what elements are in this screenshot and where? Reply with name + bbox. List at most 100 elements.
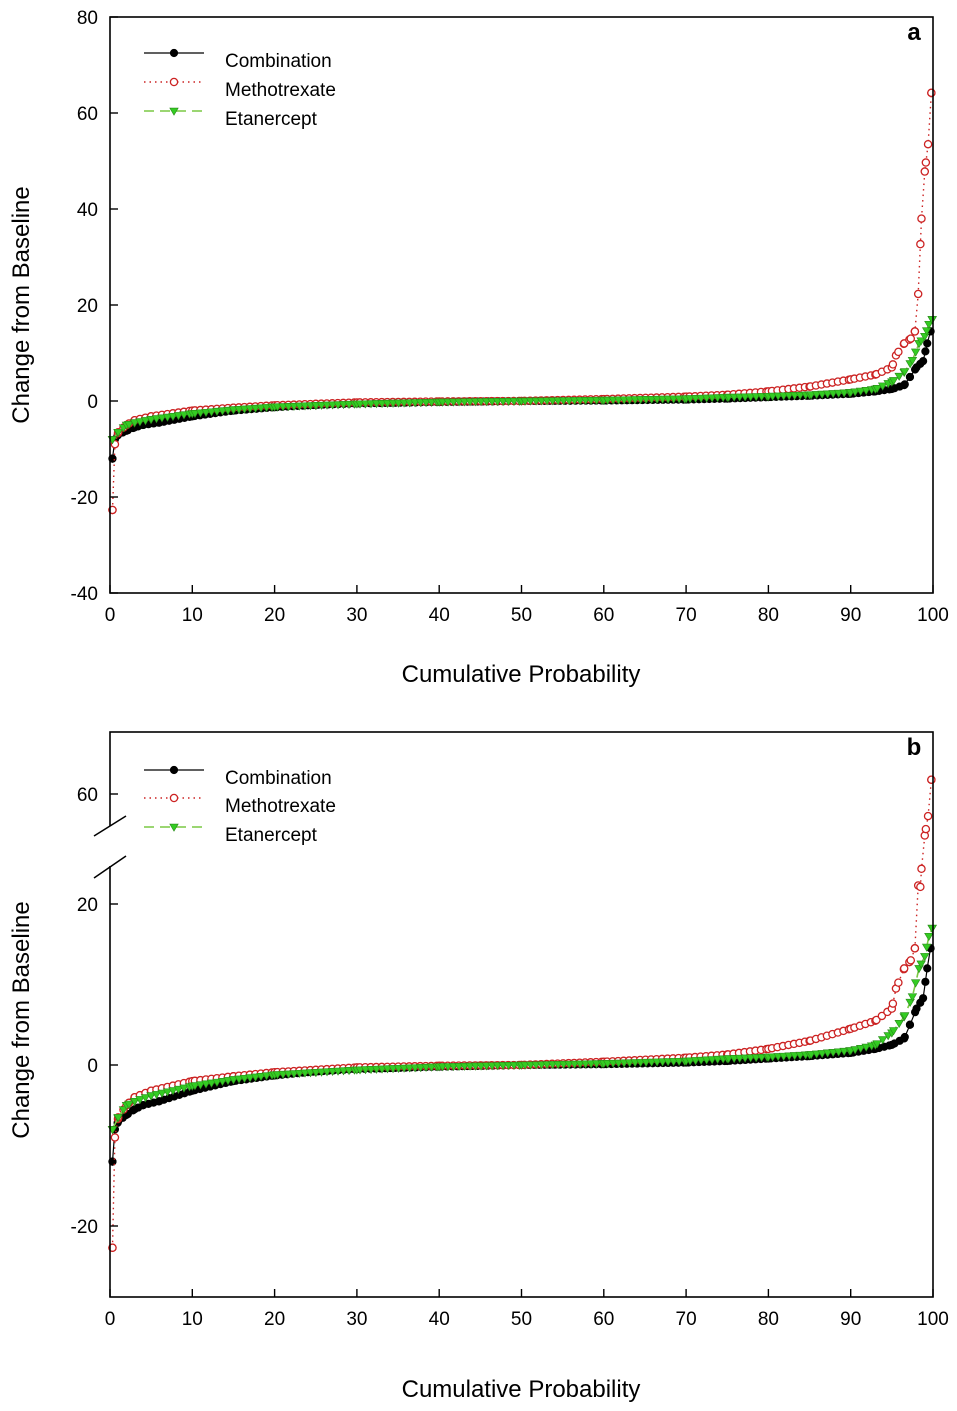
panel-a-y-tick-label: 40 [77,200,98,221]
panel-a-etanercept-line [111,318,933,440]
panel-b-etanercept-point [382,1065,393,1074]
panel-a-etanercept-point [206,408,217,417]
panel-b-legend: Combination Methotrexate Etanercept [144,765,336,846]
panel-b-etanercept-point [157,1089,167,1098]
panel-a-x-tick-label: 50 [511,605,532,626]
panel-a-legend-label-combination: Combination [225,51,332,72]
panel-b-methotrexate-point [923,811,933,821]
panel-b-etanercept-point [839,1047,849,1056]
panel-a-etanercept-point [767,392,778,401]
panel-a-legend-marker-methotrexate [169,77,179,87]
panel-b-etanercept-point [850,1046,860,1055]
panel-b-x-tick-label: 70 [676,1309,697,1330]
panel-b-etanercept-point [300,1069,310,1078]
panel-b-etanercept-point [272,1071,283,1080]
panel-a-y-tick-label: 80 [77,8,98,29]
panel-b-etanercept-point [289,1070,299,1079]
panel-b-etanercept-point [113,1114,123,1123]
panel-a-etanercept-point [822,390,833,399]
panel-a-x-tick-label: 10 [182,605,203,626]
panel-b-etanercept-point [173,1085,184,1094]
panel-a-etanercept-point [877,382,888,391]
panel-a-etanercept-point [789,392,800,401]
panel-a-x-tick-label: 70 [676,605,697,626]
panel-b-etanercept-point [899,1012,910,1021]
panel-a-etanercept-point [701,394,712,403]
panel-b-etanercept-point [756,1053,767,1063]
panel-b-axis-break [93,815,127,879]
panel-b-methotrexate-point [916,882,925,892]
panel-b-etanercept-point [179,1084,189,1093]
panel-a-methotrexate-point [927,88,936,98]
panel-b-methotrexate-point [110,1133,120,1142]
panel-a-etanercept-point [223,406,233,415]
panel-b-etanercept-point [855,1045,866,1054]
panel-b-x-tick-label: 50 [511,1309,532,1330]
panel-a-etanercept-point [833,389,844,398]
panel-b-methotrexate-point [906,956,916,965]
panel-a-x-tick-label: 40 [429,605,450,626]
panel-a-y-axis-title: Change from Baseline [8,186,35,423]
panel-a-etanercept-point [261,404,272,413]
panel-a-y-tick-label: -20 [71,488,98,509]
panel-b-etanercept-point [685,1057,695,1066]
panel-b-etanercept-point [701,1056,712,1065]
panel-a-etanercept-point [256,404,266,413]
panel-b-etanercept-point [426,1063,437,1072]
panel-a-etanercept-point [173,412,184,421]
panel-b-etanercept-point [135,1096,145,1105]
panel-a-methotrexate-point [913,289,923,299]
panel-b-etanercept-point [311,1068,321,1078]
panel-a-combination-point [923,339,932,348]
panel-a-etanercept-point [855,387,866,396]
panel-b-etanercept-point [327,1068,338,1077]
panel-a-etanercept-point [212,407,222,416]
panel-b-etanercept-point [355,1066,365,1075]
panel-b-etanercept-point [360,1066,371,1075]
panel-a-etanercept-point [245,405,255,414]
panel-b-etanercept-point [652,1058,662,1067]
panel-b-etanercept-point [861,1043,871,1052]
panel-b-etanercept-point [811,1050,822,1059]
panel-a-x-tick-label: 90 [840,605,861,626]
panel-b-etanercept-point [410,1064,420,1073]
panel-b-etanercept-point [217,1077,228,1086]
panel-a-letter: a [907,19,921,46]
panel-a-legend-marker-combination [169,48,179,58]
panel-b-etanercept-point [707,1056,717,1065]
panel-b-etanercept-point [877,1036,888,1045]
panel-a-y-tick-label: 0 [87,392,98,413]
panel-a-etanercept-point [927,316,937,325]
panel-a-methotrexate-point [920,167,930,176]
panel-b-axis-break-mark [93,815,127,837]
panel-b-x-ticks: 0 10 20 30 40 50 60 70 80 90 100 [105,1289,949,1330]
panel-a-etanercept-point [278,403,288,412]
panel-a-etanercept-point [113,428,123,437]
panel-b-etanercept-point [162,1088,173,1097]
panel-b-etanercept-point [613,1059,624,1068]
panel-a-etanercept-point [311,402,321,411]
panel-a-x-tick-label: 20 [264,605,285,626]
panel-b-etanercept-point [773,1053,783,1062]
panel-a-etanercept-point [272,403,283,412]
panel-a-etanercept-point [157,414,167,423]
panel-b-etanercept-point [404,1064,415,1073]
panel-a-etanercept-point [195,409,206,418]
panel-b-methotrexate-line [111,779,933,1248]
panel-b-x-tick-label: 80 [758,1309,779,1330]
panel-a-etanercept-point [234,406,244,415]
panel-b-etanercept-point [151,1091,162,1100]
panel-b-etanercept-point [399,1064,409,1073]
panel-a-legend-marker-etanercept [169,107,179,116]
panel-a-x-tick-label: 60 [593,605,614,626]
panel-a-etanercept-point [806,391,816,400]
panel-b-combination-point [900,1032,909,1042]
panel-a-etanercept-point [228,406,239,415]
panel-a-methotrexate-point [916,239,925,249]
panel-b-etanercept-point [333,1067,343,1076]
panel-b-methotrexate-point [910,944,920,953]
panel-b-legend-marker-combination [169,765,179,775]
panel-b-etanercept-point [907,993,918,1002]
panel-b-legend-label-etanercept: Etanercept [225,825,318,846]
